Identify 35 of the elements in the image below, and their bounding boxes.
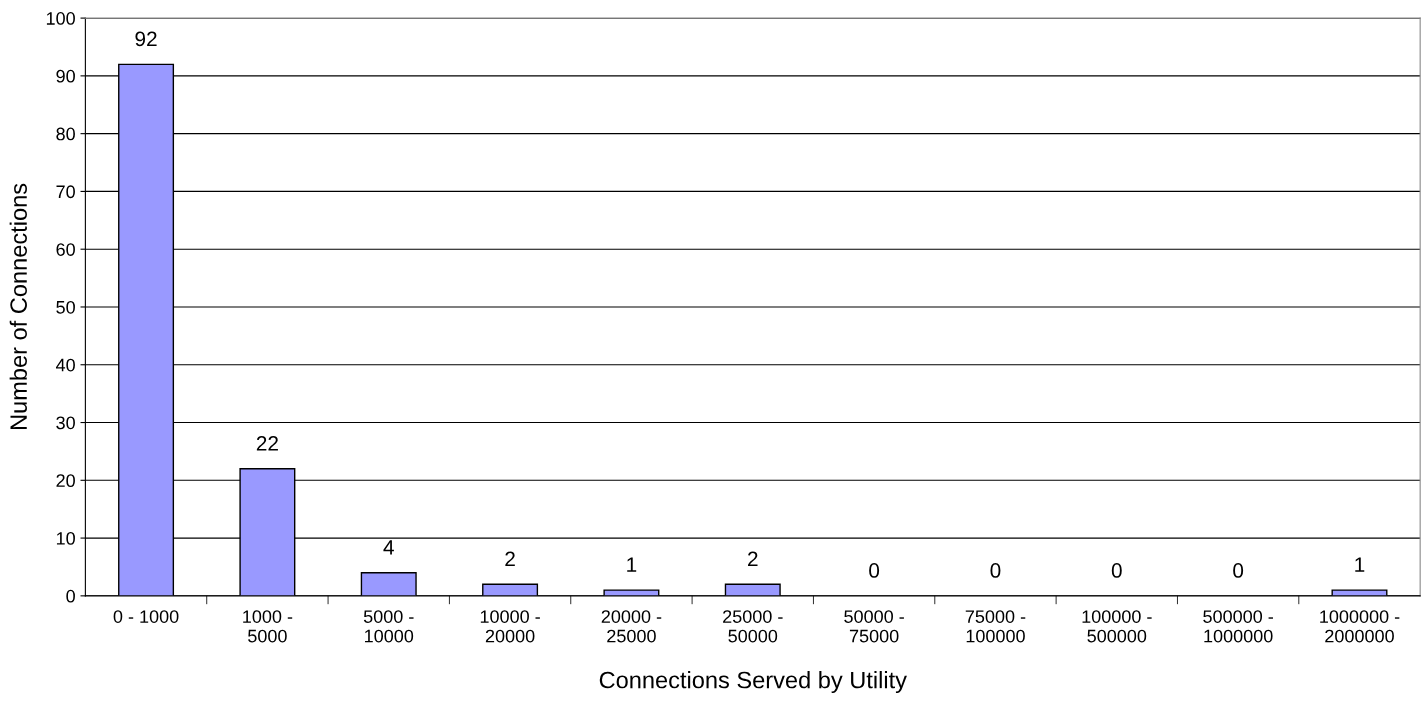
y-tick-label: 50 <box>56 300 75 314</box>
x-tick-label: 25000 - 50000 <box>723 610 783 643</box>
x-tick-label: 20000 - 25000 <box>601 610 662 643</box>
x-tick-label: 1000 - 5000 <box>243 610 293 643</box>
y-tick-label: 60 <box>56 243 75 256</box>
y-axis-title: Number of Connections <box>9 183 27 430</box>
data-label: 0 <box>1111 563 1122 578</box>
y-tick-label: 40 <box>55 358 75 372</box>
x-tick-label: 0 - 1000 <box>113 610 179 623</box>
x-axis-title: Connections Served by Utility <box>599 671 907 694</box>
data-label: 4 <box>383 540 394 555</box>
x-tick-label: 50000 - 75000 <box>844 610 904 643</box>
x-tick-label: 500000 - 1000000 <box>1203 610 1273 643</box>
data-label: 1 <box>1355 557 1365 572</box>
x-tick-label: 1000000 - 2000000 <box>1320 610 1400 643</box>
y-tick-label: 20 <box>56 474 75 488</box>
y-tick-label: 80 <box>56 127 75 141</box>
y-tick-label: 100 <box>46 12 75 25</box>
y-tick-label: 90 <box>56 69 75 83</box>
data-label: 92 <box>135 31 157 47</box>
data-label: 0 <box>869 563 880 578</box>
y-tick-label: 30 <box>56 416 75 430</box>
x-tick-label: 75000 - 100000 <box>965 610 1026 643</box>
y-tick-label: 10 <box>56 532 75 545</box>
data-label: 22 <box>256 435 278 451</box>
y-tick-label: 70 <box>56 185 75 199</box>
x-tick-label: 100000 - 500000 <box>1082 610 1152 643</box>
data-label: 1 <box>627 557 637 572</box>
data-label: 2 <box>505 551 515 567</box>
data-label: 2 <box>748 551 758 567</box>
x-tick-label: 10000 - 20000 <box>480 610 540 643</box>
data-label: 0 <box>990 563 1001 578</box>
data-label: 0 <box>1233 563 1244 578</box>
y-tick-label: 0 <box>66 589 75 603</box>
x-tick-label: 5000 - 10000 <box>363 610 414 643</box>
